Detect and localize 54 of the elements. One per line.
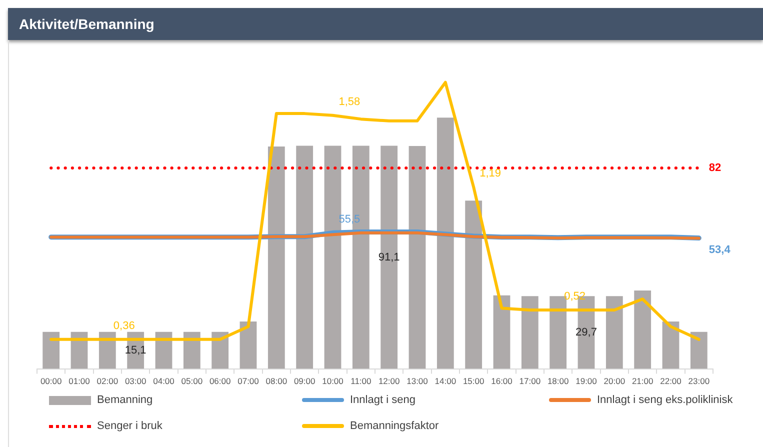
x-tick-label: 08:00: [266, 376, 288, 386]
x-tick-label: 22:00: [660, 376, 682, 386]
data-label: 1,19: [480, 168, 502, 180]
x-tick-label: 03:00: [124, 376, 146, 386]
x-tick-label: 04:00: [153, 376, 175, 386]
bar: [634, 290, 652, 369]
bar: [606, 296, 623, 369]
legend-label: Senger i bruk: [97, 420, 162, 432]
x-tick-label: 21:00: [632, 376, 654, 386]
data-label: 82: [708, 162, 722, 174]
x-tick-label: 07:00: [238, 376, 260, 386]
x-tick-label: 09:00: [294, 376, 316, 386]
x-tick-label: 16:00: [491, 376, 513, 386]
legend-label: Bemanningsfaktor: [350, 420, 439, 432]
x-tick-label: 23:00: [688, 376, 710, 386]
x-tick-label: 01:00: [68, 376, 90, 386]
x-tick-label: 06:00: [209, 376, 231, 386]
x-tick-label: 11:00: [350, 376, 372, 386]
x-tick-label: 05:00: [181, 376, 203, 386]
bar: [436, 118, 454, 369]
bar: [98, 332, 116, 369]
bar: [493, 295, 510, 369]
bar: [183, 332, 200, 369]
x-tick-label: 13:00: [406, 376, 428, 386]
bar: [380, 146, 398, 369]
data-label: 0,36: [113, 320, 135, 332]
x-tick-label: 15:00: [462, 376, 484, 386]
bar: [662, 322, 680, 369]
data-label: 1,58: [338, 96, 360, 108]
legend-label: Innlagt i seng: [350, 394, 416, 406]
data-label: 53,4: [708, 244, 732, 256]
bar: [268, 146, 285, 369]
bar: [408, 146, 426, 369]
bar: [240, 322, 257, 369]
legend-label: Bemanning: [97, 394, 153, 406]
bar: [465, 200, 482, 369]
x-tick-label: 17:00: [519, 376, 541, 386]
bar: [42, 332, 60, 369]
x-tick-label: 19:00: [576, 376, 598, 386]
bar: [212, 332, 229, 369]
x-tick-label: 10:00: [322, 376, 344, 386]
legend-label: Innlagt i seng eks.poliklinisk: [597, 394, 733, 406]
x-tick-label: 00:00: [40, 376, 62, 386]
x-tick-label: 14:00: [434, 376, 456, 386]
bar: [296, 146, 314, 369]
x-tick-label: 02:00: [96, 376, 118, 386]
bar: [690, 332, 708, 369]
x-tick-label: 20:00: [604, 376, 626, 386]
bar: [521, 296, 538, 369]
data-label: 0,52: [564, 290, 586, 303]
x-tick-label: 18:00: [547, 376, 569, 386]
data-label: 55,5: [338, 213, 360, 226]
x-tick-label: 12:00: [378, 376, 400, 386]
chart-title: Aktivitet/Bemanning: [8, 8, 763, 40]
